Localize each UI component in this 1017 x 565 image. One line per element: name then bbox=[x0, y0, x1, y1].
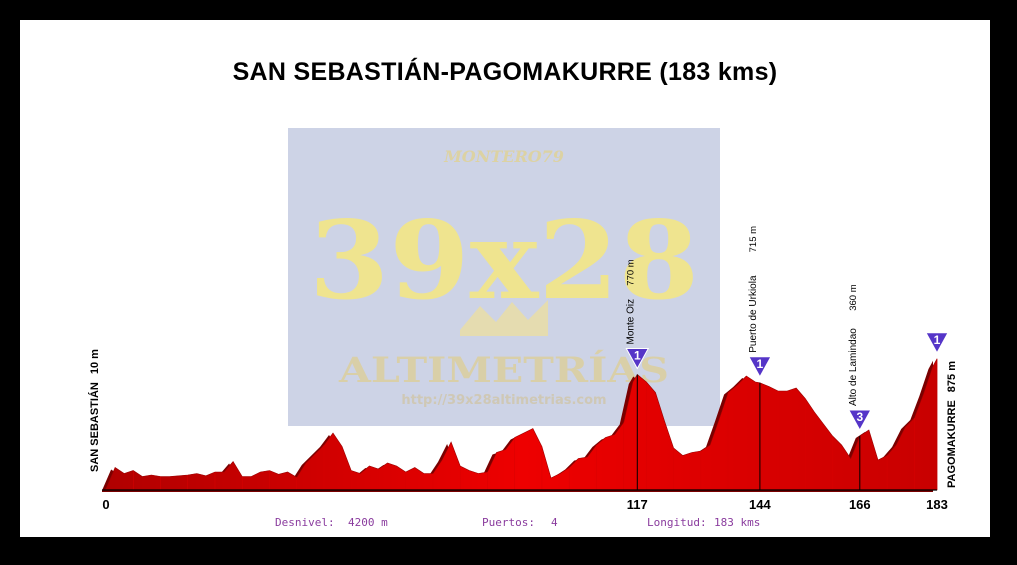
watermark-brand: 39x28 bbox=[309, 198, 699, 324]
category-badge-icon bbox=[748, 356, 772, 378]
climb-altitude: 715 m bbox=[748, 226, 759, 252]
x-tick-label: 144 bbox=[749, 497, 771, 512]
climb-marker: 1 Monte Oiz 770 m bbox=[625, 259, 650, 490]
puertos-value: 4 bbox=[551, 516, 558, 529]
climb-category: 3 bbox=[856, 410, 863, 424]
start-label: SAN SEBASTIÁN 10 m bbox=[88, 349, 101, 472]
category-badge-icon bbox=[847, 409, 872, 432]
climb-category: 1 bbox=[634, 349, 641, 363]
climb-name: Alto de Lamindao bbox=[848, 328, 859, 406]
finish-altitude: 875 m bbox=[946, 361, 958, 392]
longitud-value: 183 kms bbox=[714, 516, 760, 529]
watermark-subtitle: ALTIMETRÍAS bbox=[338, 349, 669, 391]
desnivel-label: Desnivel: bbox=[275, 516, 335, 529]
climb-name: Puerto de Urkiola bbox=[748, 275, 759, 353]
finish-name: PAGOMAKURRE bbox=[946, 400, 958, 488]
watermark-url: http://39x28altimetrias.com bbox=[401, 393, 606, 408]
mountain-logo-icon bbox=[460, 300, 548, 336]
climb-category: 1 bbox=[757, 357, 764, 371]
category-badge-icon bbox=[925, 332, 949, 354]
climb-marker: 1 Puerto de Urkiola 715 m bbox=[748, 226, 772, 490]
climb-marker: 3 Alto de Lamindao 360 m bbox=[847, 284, 872, 490]
x-tick-label: 0 bbox=[102, 497, 109, 512]
climb-marker: 1 bbox=[925, 332, 949, 354]
x-tick-label: 117 bbox=[627, 497, 648, 512]
start-altitude: 10 m bbox=[89, 349, 101, 374]
climb-altitude: 770 m bbox=[625, 259, 636, 285]
x-tick-label: 166 bbox=[849, 497, 871, 512]
climb-name: Monte Oiz bbox=[625, 299, 636, 345]
finish-label: PAGOMAKURRE 875 m bbox=[946, 361, 958, 488]
x-tick-label: 183 bbox=[926, 497, 948, 512]
climb-category: 1 bbox=[934, 333, 941, 347]
watermark: MONTERO79 39x28 ALTIMETRÍAS http://39x28… bbox=[288, 128, 720, 426]
watermark-author: MONTERO79 bbox=[443, 147, 564, 166]
climb-layer: 1 Monte Oiz 770 m 1 Puerto de Urkiola 715 m 3 A… bbox=[625, 226, 949, 490]
desnivel-value: 4200 m bbox=[348, 516, 388, 529]
chart-title: SAN SEBASTIÁN-PAGOMAKURRE (183 kms) bbox=[232, 58, 778, 86]
footer-stats: Desnivel: 4200 m Puertos: 4 Longitud: 18… bbox=[275, 516, 760, 529]
puertos-label: Puertos: bbox=[482, 516, 535, 529]
profile-layer bbox=[102, 358, 938, 492]
longitud-label: Longitud: bbox=[647, 516, 707, 529]
x-tick-layer: 0 117 144 166 183 bbox=[102, 497, 947, 512]
climb-altitude: 360 m bbox=[848, 284, 859, 310]
category-badge-icon bbox=[625, 348, 650, 370]
watermark-background bbox=[288, 128, 720, 426]
start-name: SAN SEBASTIÁN bbox=[88, 382, 101, 472]
